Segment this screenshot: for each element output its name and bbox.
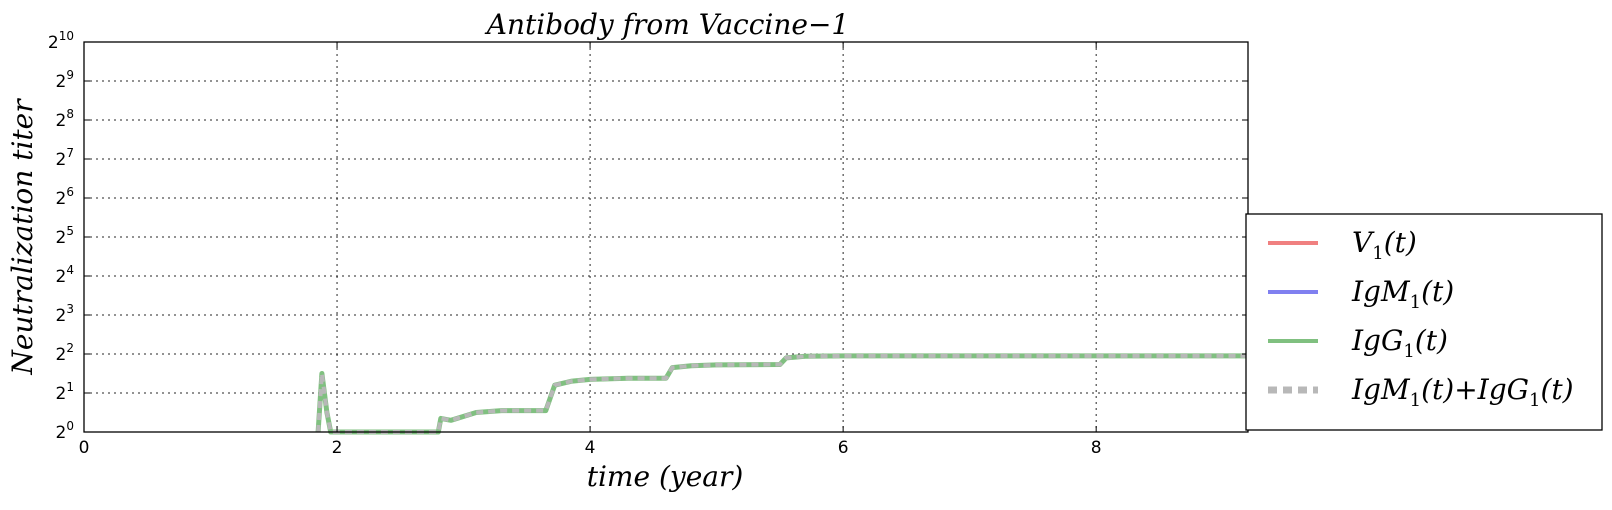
y-tick-label: 23 bbox=[56, 302, 74, 326]
series-line-3 bbox=[316, 353, 1248, 434]
legend-label-0: V1(t) bbox=[1352, 226, 1417, 264]
y-tick-label: 21 bbox=[56, 380, 74, 404]
legend-items: V1(t) IgM1(t) IgG1(t) IgM1(t)+IgG1(t) bbox=[1268, 226, 1574, 411]
x-tick-label: 6 bbox=[838, 438, 849, 458]
y-tick-label: 22 bbox=[56, 341, 74, 365]
legend: V1(t) IgM1(t) IgG1(t) IgM1(t)+IgG1(t) bbox=[1245, 213, 1603, 431]
x-tick-label: 4 bbox=[585, 438, 596, 458]
y-tick-label: 24 bbox=[56, 263, 74, 287]
chart-title: Antibody from Vaccine−1 bbox=[484, 8, 849, 41]
series-layer bbox=[315, 353, 1248, 435]
series-line-2 bbox=[315, 353, 1248, 435]
y-tick-label: 25 bbox=[56, 224, 74, 248]
x-tick-label: 0 bbox=[79, 438, 90, 458]
y-tick-label: 20 bbox=[56, 419, 74, 443]
legend-label-3: IgM1(t)+IgG1(t) bbox=[1351, 373, 1574, 411]
y-tick-label: 27 bbox=[56, 146, 74, 170]
legend-label-1: IgM1(t) bbox=[1351, 275, 1454, 313]
x-axis-label: time (year) bbox=[587, 460, 744, 493]
grid-layer bbox=[84, 42, 1248, 432]
x-tick-label: 8 bbox=[1091, 438, 1102, 458]
y-axis-label: Neutralization titer bbox=[6, 98, 39, 376]
legend-label-2: IgG1(t) bbox=[1351, 324, 1448, 362]
x-tick-label: 2 bbox=[332, 438, 343, 458]
y-tick-label: 210 bbox=[48, 29, 74, 53]
y-tick-label: 28 bbox=[56, 107, 74, 131]
y-tick-label: 26 bbox=[56, 185, 74, 209]
legend-frame bbox=[1245, 213, 1603, 431]
y-tick-label: 29 bbox=[56, 68, 74, 92]
